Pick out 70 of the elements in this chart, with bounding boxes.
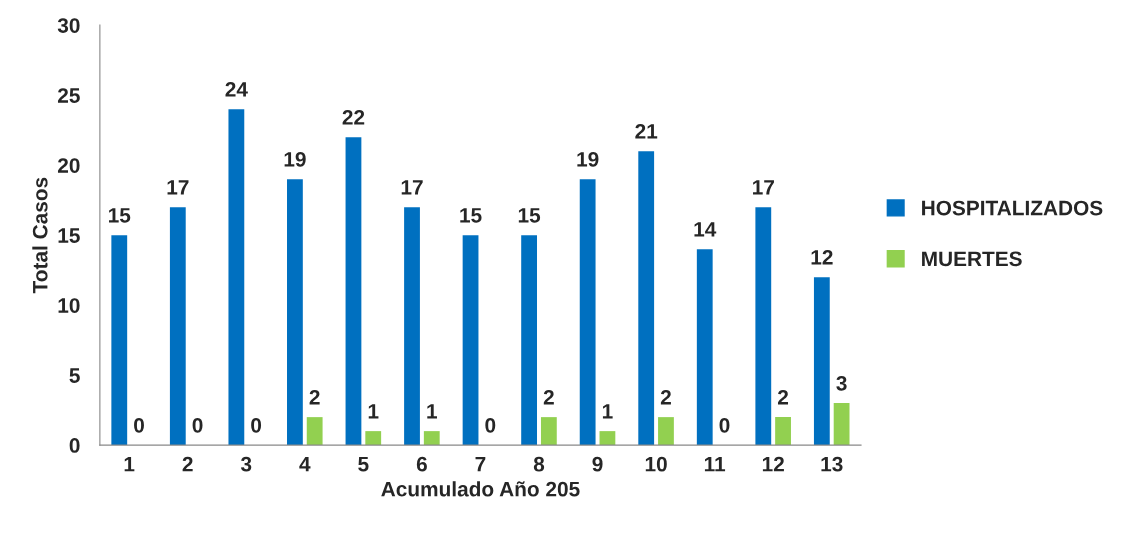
data-label: 0 [251, 417, 262, 433]
data-label: 0 [192, 417, 203, 433]
x-tick-label: 3 [240, 456, 252, 472]
y-tick-label: 30 [57, 18, 80, 33]
x-tick-label: 10 [645, 456, 667, 472]
bar [169, 207, 186, 446]
bar [696, 249, 713, 446]
data-label: 0 [134, 417, 144, 433]
bar [658, 417, 674, 446]
legend-label: HOSPITALIZADOS [922, 200, 1103, 216]
y-tick-label: 0 [69, 438, 80, 453]
bar [462, 235, 479, 446]
bar [306, 417, 323, 446]
data-label: 0 [485, 417, 496, 433]
y-tick-label: 25 [57, 88, 80, 103]
y-tick-label: 15 [58, 228, 80, 243]
bar [423, 431, 440, 446]
data-label: 2 [660, 389, 671, 405]
bar [404, 207, 420, 446]
x-tick-label: 2 [182, 456, 193, 472]
data-label: 3 [836, 375, 847, 391]
data-label: 19 [577, 151, 599, 167]
data-label: 2 [777, 389, 789, 405]
x-tick-label: 7 [475, 457, 486, 472]
bar [228, 109, 245, 446]
data-label: 2 [543, 389, 554, 405]
bar [813, 277, 830, 446]
bar [365, 431, 382, 446]
bar [833, 403, 850, 446]
data-label: 0 [719, 417, 730, 433]
data-label: 17 [753, 180, 774, 195]
bar [775, 417, 791, 446]
data-label: 22 [342, 109, 365, 125]
data-label: 19 [284, 151, 306, 167]
x-tick-label: 1 [124, 457, 135, 472]
data-label: 1 [427, 404, 437, 419]
bar [540, 417, 557, 446]
data-label: 15 [460, 208, 482, 223]
bar [111, 235, 128, 446]
bar [638, 151, 655, 446]
data-label: 24 [225, 81, 248, 97]
data-label: 1 [602, 404, 613, 419]
data-label: 14 [694, 222, 717, 237]
y-tick-label: 5 [69, 368, 80, 383]
y-tick-label: 10 [58, 298, 80, 313]
data-label: 15 [518, 208, 541, 223]
x-tick-label: 5 [358, 457, 369, 472]
x-tick-label: 13 [821, 456, 843, 472]
data-label: 2 [309, 389, 320, 405]
data-label: 17 [401, 180, 423, 195]
data-label: 17 [167, 180, 189, 195]
bar [579, 179, 596, 446]
data-label: 21 [635, 123, 658, 139]
x-tick-label: 8 [533, 456, 545, 472]
data-label: 15 [109, 208, 131, 223]
bar [287, 179, 303, 446]
x-tick-label: 12 [762, 456, 784, 472]
data-label: 1 [368, 404, 379, 419]
y-tick-label: 20 [57, 158, 80, 173]
x-tick-label: 11 [704, 457, 726, 472]
bar [755, 207, 772, 446]
bar [521, 235, 538, 446]
bar [345, 137, 362, 446]
y-axis-title: Total Casos [32, 177, 48, 294]
x-axis-title: Acumulado Año 205 [381, 481, 580, 497]
x-tick-label: 9 [592, 456, 603, 472]
legend-label: MUERTES [922, 251, 1022, 267]
x-tick-label: 4 [299, 457, 311, 472]
data-label: 12 [811, 249, 833, 265]
x-tick-label: 6 [416, 456, 427, 472]
